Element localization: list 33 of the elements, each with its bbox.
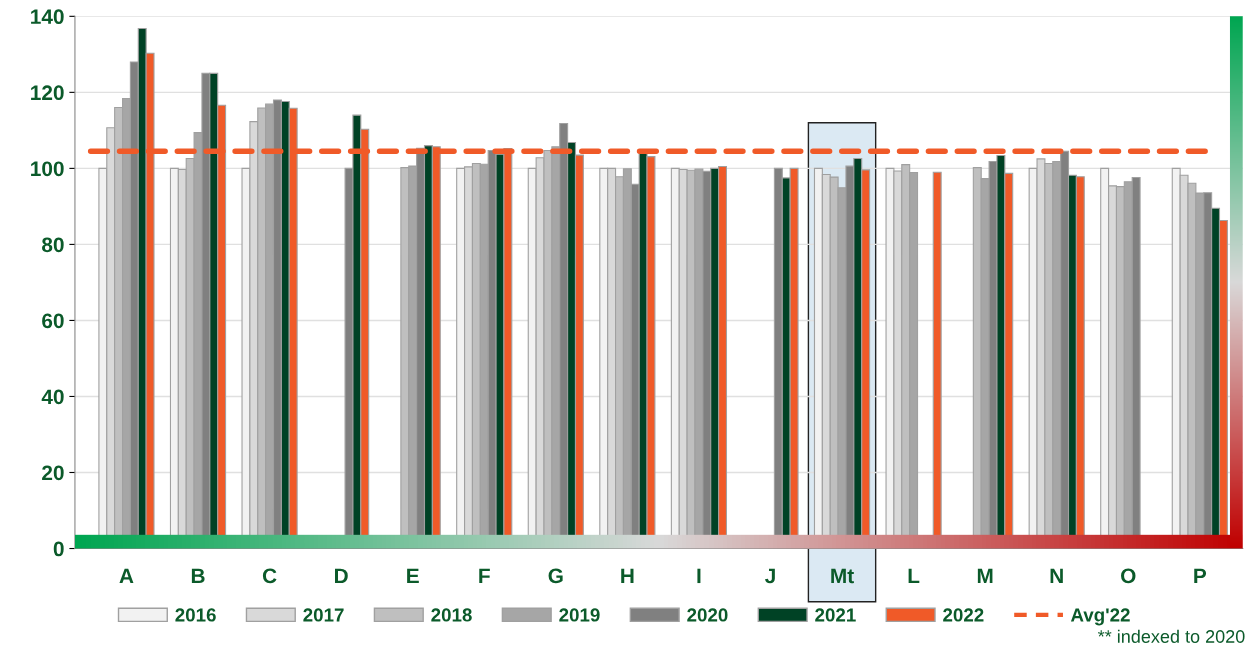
x-tick-label: M xyxy=(977,568,993,584)
legend-label: Avg'22 xyxy=(1070,608,1130,626)
x-tick-label: H xyxy=(621,568,634,584)
x-tick-label: J xyxy=(765,568,775,584)
legend-label: 2016 xyxy=(175,608,216,622)
legend-label: 2019 xyxy=(559,608,600,622)
text: ** indexed to 2020 xyxy=(1097,629,1245,643)
y-tick-label: 60 xyxy=(42,313,64,329)
legend-label: 2022 xyxy=(943,608,984,622)
x-tick-label: N xyxy=(1050,568,1063,584)
legend-label: 2020 xyxy=(687,608,728,622)
legend-label: 2021 xyxy=(815,608,856,622)
legend-label: 2017 xyxy=(303,608,344,622)
x-tick-label: E xyxy=(407,568,419,584)
legend-label: 2018 xyxy=(431,608,472,622)
y-tick-label: 100 xyxy=(31,161,64,177)
x-tick-label: O xyxy=(1121,568,1136,584)
x-tick-label: A xyxy=(119,568,134,584)
x-tick-label: B xyxy=(191,568,205,584)
y-tick-label: 80 xyxy=(42,237,64,253)
x-tick-label: Mt xyxy=(831,568,854,584)
x-tick-label: G xyxy=(548,568,563,584)
y-tick-label: 0 xyxy=(53,541,64,557)
y-tick-label: 40 xyxy=(41,389,64,405)
x-tick-label: P xyxy=(1194,568,1207,584)
y-tick-label: 140 xyxy=(31,9,64,25)
x-tick-label: L xyxy=(908,568,920,584)
y-tick-label: 120 xyxy=(31,85,64,101)
x-tick-label: C xyxy=(262,568,277,584)
x-tick-label: F xyxy=(479,568,490,584)
x-tick-label: D xyxy=(335,568,348,584)
y-tick-label: 20 xyxy=(42,465,64,481)
x-tick-label: I xyxy=(697,568,701,584)
